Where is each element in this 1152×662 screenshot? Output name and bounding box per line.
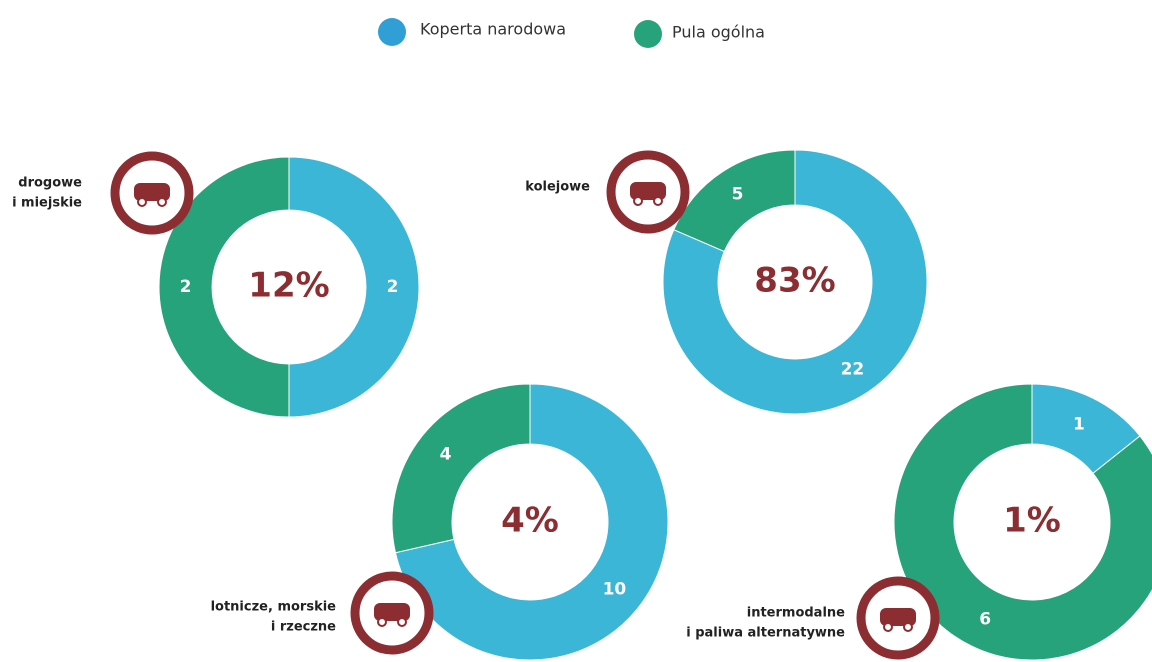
- icon: [903, 622, 913, 632]
- value-label: 6: [979, 609, 991, 629]
- category-title: i rzeczne: [271, 620, 336, 635]
- center-label: 12%: [248, 266, 329, 306]
- icon: [137, 197, 147, 207]
- icon: [880, 608, 916, 626]
- icon: [883, 622, 893, 632]
- icon: [630, 182, 666, 200]
- icon: [397, 617, 407, 627]
- category-title: drogowe: [18, 176, 82, 191]
- legend-label: Koperta narodowa: [420, 20, 566, 39]
- category-title: i paliwa alternatywne: [686, 626, 845, 641]
- value-label: 2: [387, 277, 399, 297]
- legend-label: Pula ogólna: [672, 23, 765, 42]
- icon: [633, 196, 643, 206]
- icon: [134, 183, 170, 201]
- value-label: 5: [732, 185, 744, 205]
- value-label: 22: [841, 359, 865, 379]
- center-label: 4%: [501, 501, 559, 541]
- icon: [374, 603, 410, 621]
- category-title: i miejskie: [12, 196, 82, 211]
- value-label: 1: [1073, 415, 1085, 435]
- icon: [157, 197, 167, 207]
- icon: [377, 617, 387, 627]
- donut-hole: [718, 205, 872, 359]
- center-label: 1%: [1003, 501, 1061, 541]
- category-title: lotnicze, morskie: [211, 600, 337, 615]
- donut-hole: [954, 444, 1110, 600]
- center-label: 83%: [754, 261, 835, 301]
- donut-hole: [212, 210, 366, 364]
- category-title: kolejowe: [525, 180, 590, 195]
- icon: [653, 196, 663, 206]
- legend-swatch: [634, 20, 662, 48]
- donut-hole: [452, 444, 608, 600]
- value-label: 4: [440, 445, 452, 465]
- category-title: intermodalne: [747, 606, 845, 621]
- legend-swatch: [378, 18, 406, 46]
- value-label: 2: [180, 277, 192, 297]
- value-label: 10: [603, 579, 627, 599]
- donut-segment: [673, 149, 796, 253]
